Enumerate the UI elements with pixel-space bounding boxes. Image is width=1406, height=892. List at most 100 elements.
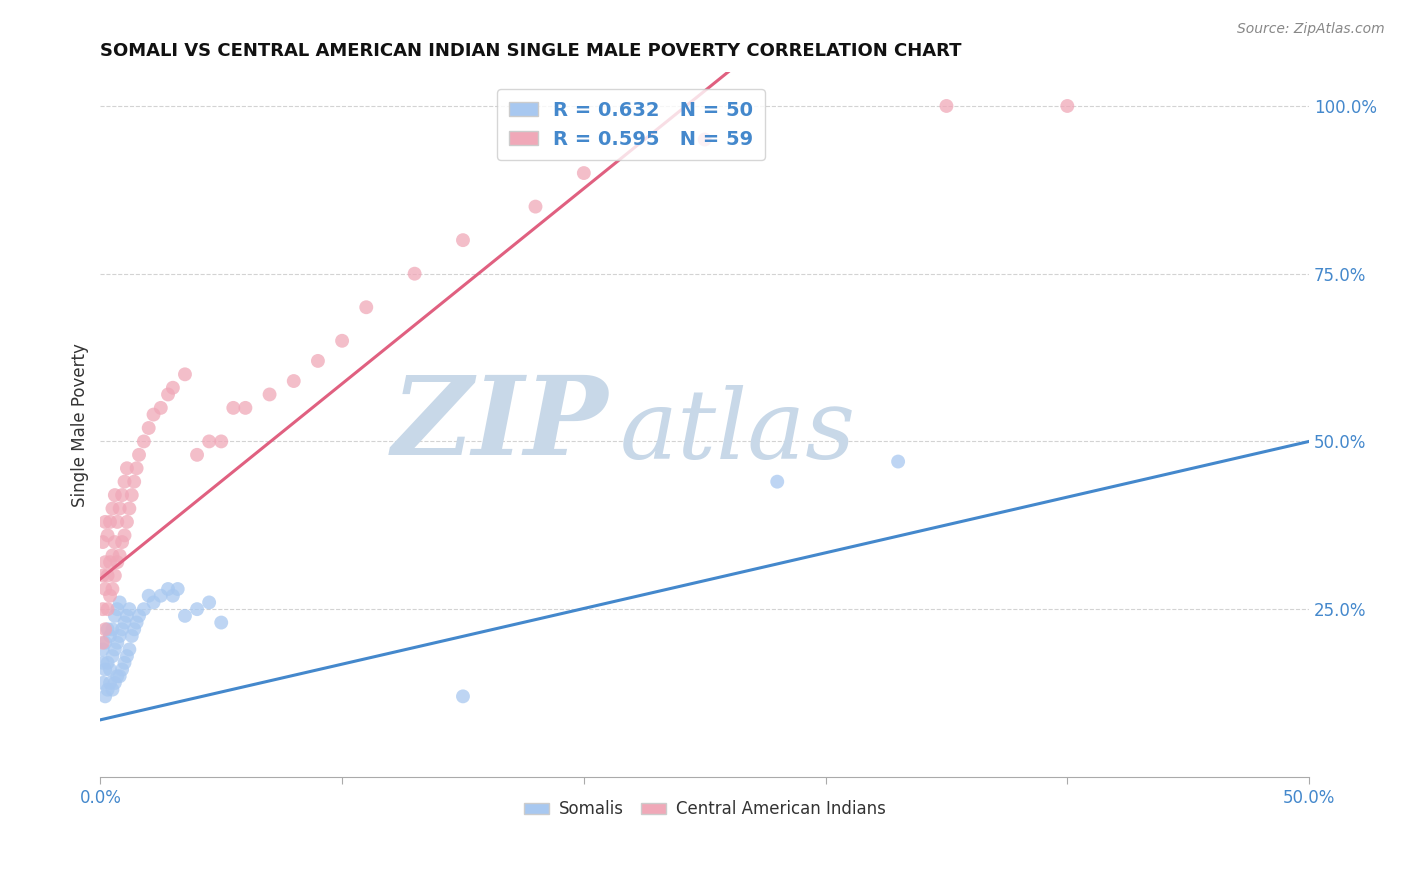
Point bbox=[149, 589, 172, 603]
Point bbox=[91, 535, 114, 549]
Point bbox=[108, 595, 131, 609]
Point bbox=[91, 568, 114, 582]
Point bbox=[1056, 99, 1078, 113]
Point bbox=[451, 690, 474, 704]
Point bbox=[104, 608, 127, 623]
Point bbox=[887, 454, 910, 468]
Point bbox=[166, 582, 188, 596]
Point bbox=[157, 582, 180, 596]
Point bbox=[451, 233, 474, 247]
Point bbox=[105, 602, 128, 616]
Point bbox=[186, 602, 208, 616]
Point bbox=[114, 615, 136, 630]
Point bbox=[104, 642, 127, 657]
Point bbox=[98, 515, 121, 529]
Point bbox=[104, 535, 127, 549]
Point bbox=[330, 334, 353, 348]
Point bbox=[101, 549, 124, 563]
Point bbox=[132, 602, 155, 616]
Point bbox=[91, 602, 114, 616]
Point bbox=[162, 381, 184, 395]
Point bbox=[935, 99, 957, 113]
Point bbox=[105, 636, 128, 650]
Point bbox=[94, 663, 117, 677]
Point bbox=[108, 629, 131, 643]
Point bbox=[94, 582, 117, 596]
Point bbox=[98, 663, 121, 677]
Point bbox=[114, 656, 136, 670]
Point bbox=[766, 475, 789, 489]
Point bbox=[283, 374, 305, 388]
Point bbox=[101, 501, 124, 516]
Point bbox=[142, 595, 165, 609]
Point bbox=[111, 663, 134, 677]
Point bbox=[132, 434, 155, 449]
Point bbox=[94, 636, 117, 650]
Point bbox=[404, 267, 426, 281]
Point bbox=[97, 656, 120, 670]
Point bbox=[118, 642, 141, 657]
Point bbox=[174, 368, 197, 382]
Point bbox=[101, 649, 124, 664]
Point bbox=[115, 608, 138, 623]
Point bbox=[149, 401, 172, 415]
Point bbox=[91, 656, 114, 670]
Point bbox=[125, 615, 148, 630]
Point bbox=[259, 387, 281, 401]
Point bbox=[97, 602, 120, 616]
Point bbox=[162, 589, 184, 603]
Point bbox=[142, 408, 165, 422]
Point bbox=[108, 501, 131, 516]
Point bbox=[118, 501, 141, 516]
Point bbox=[121, 488, 143, 502]
Y-axis label: Single Male Poverty: Single Male Poverty bbox=[72, 343, 89, 507]
Point bbox=[97, 568, 120, 582]
Point bbox=[98, 676, 121, 690]
Point bbox=[198, 434, 221, 449]
Point bbox=[222, 401, 245, 415]
Point bbox=[307, 354, 329, 368]
Point bbox=[572, 166, 595, 180]
Point bbox=[94, 515, 117, 529]
Point bbox=[128, 448, 150, 462]
Point bbox=[91, 642, 114, 657]
Point bbox=[111, 488, 134, 502]
Point bbox=[105, 515, 128, 529]
Point bbox=[108, 669, 131, 683]
Point bbox=[94, 622, 117, 636]
Point bbox=[122, 622, 145, 636]
Text: SOMALI VS CENTRAL AMERICAN INDIAN SINGLE MALE POVERTY CORRELATION CHART: SOMALI VS CENTRAL AMERICAN INDIAN SINGLE… bbox=[100, 42, 962, 60]
Point bbox=[128, 608, 150, 623]
Point bbox=[97, 528, 120, 542]
Point bbox=[97, 682, 120, 697]
Point bbox=[104, 568, 127, 582]
Point bbox=[209, 434, 232, 449]
Point bbox=[101, 582, 124, 596]
Point bbox=[115, 649, 138, 664]
Point bbox=[114, 528, 136, 542]
Legend: Somalis, Central American Indians: Somalis, Central American Indians bbox=[517, 794, 893, 825]
Point bbox=[101, 622, 124, 636]
Point bbox=[98, 629, 121, 643]
Text: atlas: atlas bbox=[620, 384, 856, 479]
Point bbox=[108, 549, 131, 563]
Point bbox=[94, 690, 117, 704]
Text: ZIP: ZIP bbox=[391, 371, 607, 478]
Point bbox=[693, 132, 716, 146]
Point bbox=[138, 589, 160, 603]
Point bbox=[98, 555, 121, 569]
Point bbox=[198, 595, 221, 609]
Point bbox=[174, 608, 197, 623]
Point bbox=[524, 200, 547, 214]
Text: Source: ZipAtlas.com: Source: ZipAtlas.com bbox=[1237, 22, 1385, 37]
Point bbox=[125, 461, 148, 475]
Point bbox=[114, 475, 136, 489]
Point bbox=[209, 615, 232, 630]
Point bbox=[157, 387, 180, 401]
Point bbox=[104, 676, 127, 690]
Point bbox=[235, 401, 257, 415]
Point bbox=[98, 589, 121, 603]
Point bbox=[105, 555, 128, 569]
Point bbox=[121, 629, 143, 643]
Point bbox=[115, 515, 138, 529]
